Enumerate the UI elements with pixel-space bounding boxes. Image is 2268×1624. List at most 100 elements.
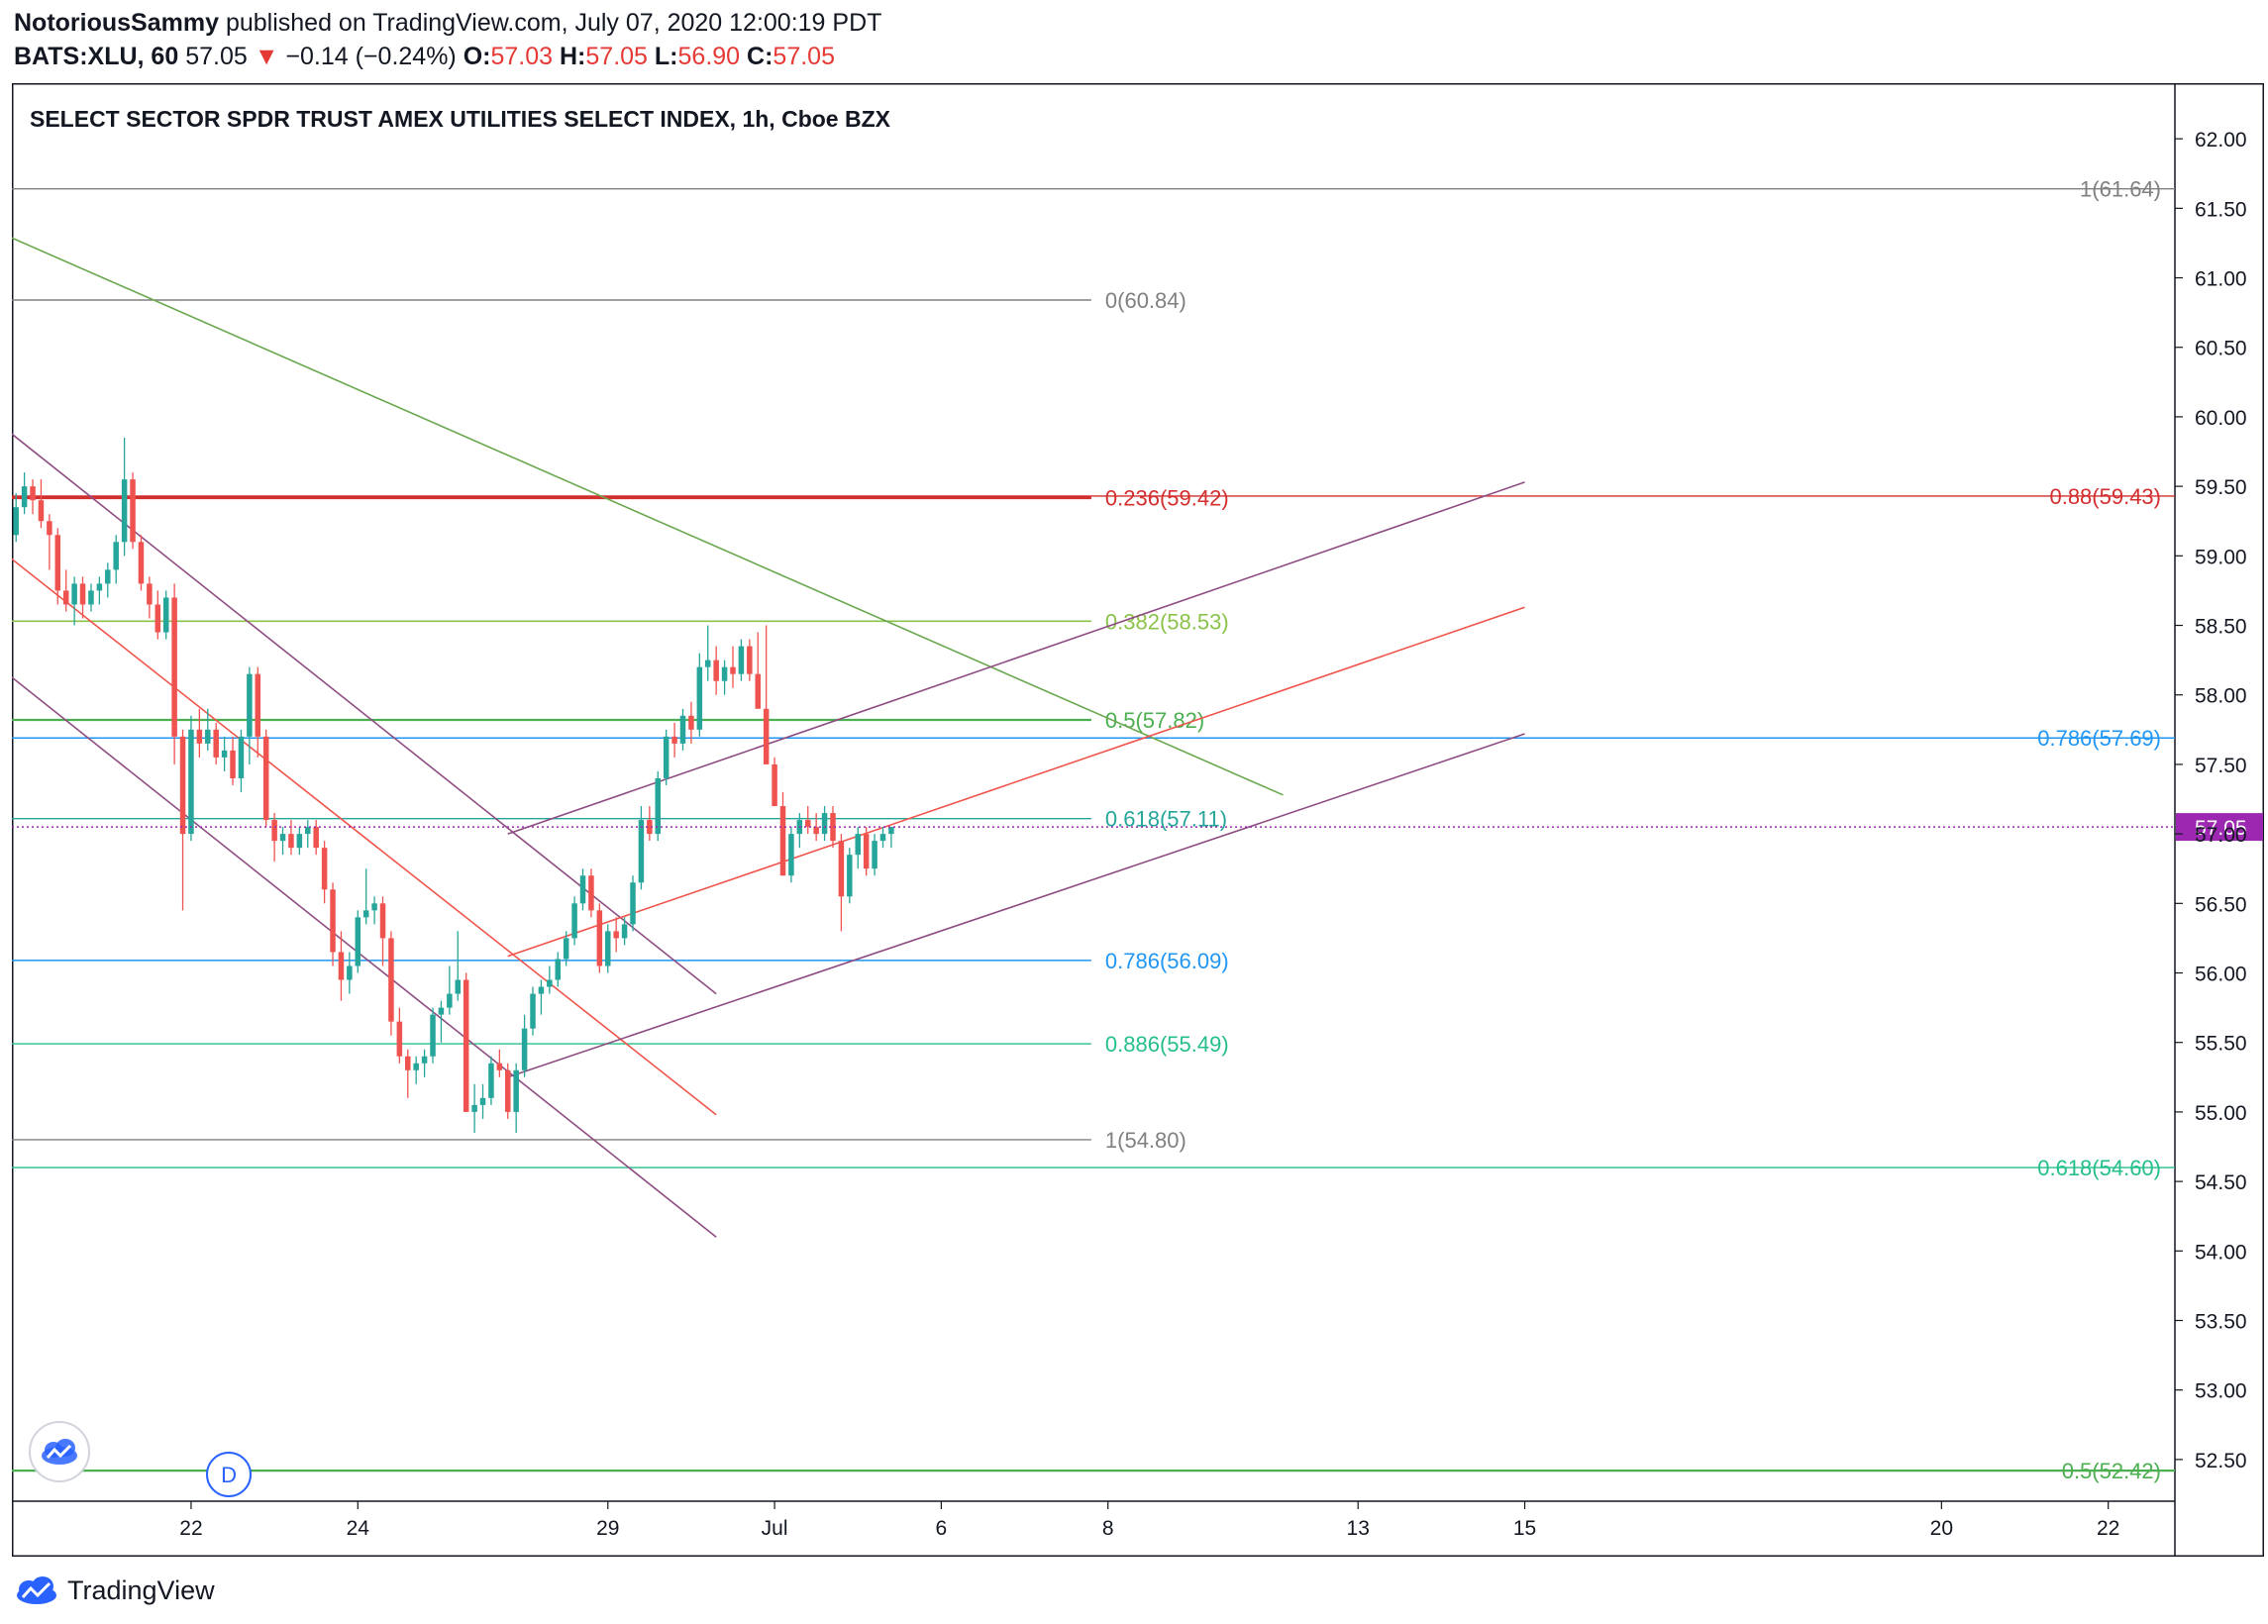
price-tick-label: 52.50 [2195,1450,2247,1472]
candle-body [238,736,245,778]
time-tick-label: Jul [762,1517,788,1540]
fib-level-label: 0.88(59.43) [2049,484,2161,509]
candle-body [421,1056,428,1064]
candle-body [579,875,586,904]
author-name[interactable]: NotoriousSammy [14,9,219,37]
fib-level-label: 0.886(55.49) [1105,1032,1229,1057]
candle-body [571,903,577,939]
dividend-marker[interactable]: D [206,1452,252,1497]
last-price: 57.05 [185,43,248,70]
trendline-up-channel-mid [507,606,1525,958]
candle-body [330,889,336,953]
open-label: O: [463,43,491,70]
high-label: H: [560,43,586,70]
candle-body [347,965,353,980]
candle-body [630,882,636,925]
candle-body [371,903,377,911]
low-value: 56.90 [677,43,741,70]
last-price-line: 57.05 [12,813,2263,842]
candle-body [671,736,677,744]
candle-body [496,1063,503,1070]
price-axis[interactable]: 62.00 61.50 61.00 60.50 60.00 59.50 59.00 58.50… [2175,129,2247,1472]
price-tick-label: 61.00 [2195,268,2247,291]
candle-body [221,750,228,758]
fib-level-label: 0.382(58.53) [1105,609,1229,634]
candle-body [555,959,562,980]
candle-body [62,590,69,605]
candle-body [538,986,545,994]
price-tick-label: 57.50 [2195,755,2247,777]
candle-body [521,1028,528,1070]
candle-body [755,673,761,709]
candle-body [838,841,845,897]
candle-body [804,820,811,828]
chart-area[interactable]: 1(61.64) 0(60.84) 0.236(59.42) 0.88(59.43) 0… [12,83,2264,1557]
last-price-tag [2176,813,2263,842]
candle-body [171,597,177,737]
candle-body [162,597,169,633]
candle-body [279,834,286,842]
candle-body [705,660,711,667]
time-tick-label: 24 [347,1517,370,1540]
low-label: L: [654,43,678,70]
last-price-tag-label: 57.05 [2195,817,2247,840]
tradingview-button[interactable] [29,1421,90,1482]
fib-level-label: 0.786(57.69) [2037,726,2161,751]
candle-body [230,750,236,778]
candle-body [105,569,111,584]
candle-body [338,952,345,980]
fib-level-label: 0.618(57.11) [1105,807,1227,832]
candle-body [605,931,611,966]
trendline-down-channel-lower [12,675,717,1238]
time-axis[interactable]: 22 24 29 Jul 6 8 13 15 20 22 [179,1501,2119,1540]
candle-body [388,938,394,1022]
candle-body [155,604,161,633]
candle-body [96,583,103,591]
open-value: 57.03 [490,43,554,70]
candle-body [321,848,328,890]
fib-level-label: 0.786(56.09) [1105,949,1229,973]
high-value: 57.05 [585,43,648,70]
candle-body [663,736,670,778]
candle-body [563,938,569,960]
candle-body [872,841,877,869]
tradingview-cloud-icon [42,1439,77,1465]
candle-body [596,910,603,966]
fib-level-label: 0.618(54.60) [2037,1156,2161,1180]
tradingview-logo-icon [17,1576,56,1604]
candle-body [30,486,36,501]
dividend-circle [206,1452,252,1497]
candle-body [721,666,728,681]
chart-canvas[interactable]: 1(61.64) 0(60.84) 0.236(59.42) 0.88(59.43) 0… [12,83,2264,1557]
price-tick-label: 53.00 [2195,1380,2247,1403]
time-tick-label: 29 [596,1517,619,1540]
trendline-green-downtrend [12,237,1284,796]
footer-logo[interactable]: TradingView [14,1571,215,1610]
time-tick-label: 22 [179,1517,202,1540]
candle-body [471,1104,477,1112]
candle-body [138,542,145,584]
candle-body [305,827,311,835]
candle-body [463,979,469,1112]
trendline-down-channel-mid [12,558,717,1116]
fib-level-label: 0.5(57.82) [1105,708,1204,733]
candle-body [262,736,269,821]
candle-body [688,715,694,730]
candle-body [772,763,777,807]
candle-body [313,827,319,849]
down-arrow-icon: ▼ [254,43,279,70]
time-tick-label: 22 [2097,1517,2119,1540]
candle-body [130,479,136,543]
close-value: 57.05 [773,43,835,70]
candle-body [147,583,153,605]
fib-level-label: 0.5(52.42) [2062,1459,2161,1483]
price-tick-label: 58.00 [2195,685,2247,708]
candle-body [738,646,745,674]
time-tick-label: 6 [936,1517,948,1540]
candle-body [647,820,653,835]
fib-level-label: 1(61.64) [2080,177,2161,202]
price-tick-label: 55.50 [2195,1033,2247,1056]
candle-body [455,979,462,994]
candle-body [196,729,203,744]
trendline-up-channel-upper [507,481,1525,835]
